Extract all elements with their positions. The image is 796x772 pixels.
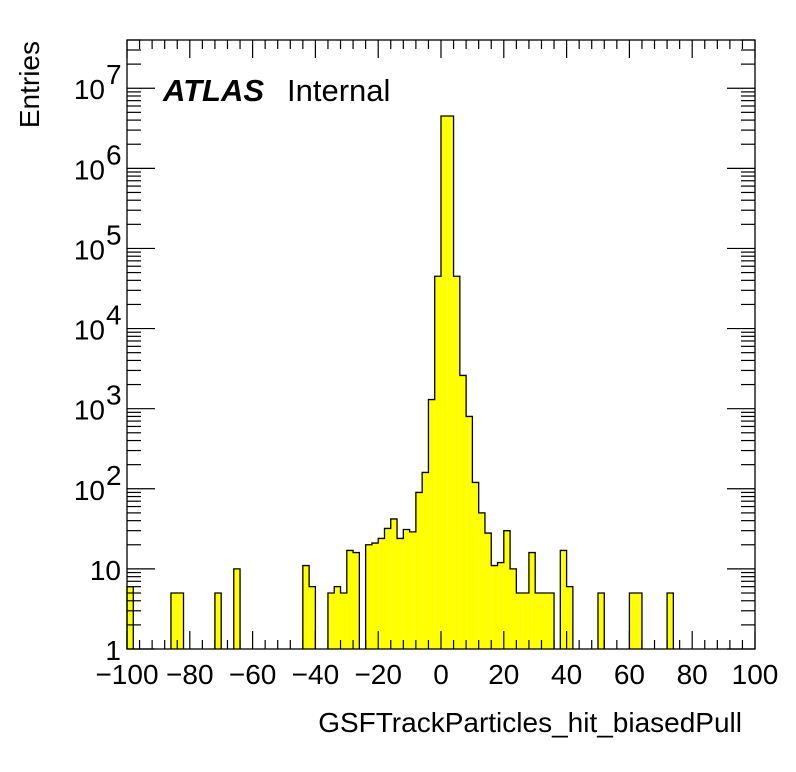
histogram-bin-fill [547, 593, 555, 649]
histogram-bin-fill [528, 552, 536, 649]
histogram-bin-fill [334, 586, 341, 649]
x-tick-label: −20 [354, 659, 402, 690]
y-tick-label: 10 [74, 154, 105, 185]
x-tick-labels: −100 −80 −60 −40 −20 0 20 40 60 80 100 [95, 659, 778, 690]
x-axis-ticks [126, 40, 756, 649]
histogram-bin-fill [503, 530, 511, 649]
histogram-bin-fill [415, 492, 423, 649]
x-tick-label: 100 [732, 659, 779, 690]
histogram-bin-outline [214, 592, 222, 649]
histogram-bin-outline [628, 592, 643, 649]
histogram-bin-fill [390, 518, 398, 649]
histogram-bin-fill [598, 593, 605, 649]
histogram-bin-fill [453, 276, 460, 649]
y-tick-label: 10 [90, 555, 121, 586]
histogram-bin-fill [422, 472, 429, 649]
histogram-bin-fill [233, 568, 241, 649]
histogram-bin-outline [170, 592, 185, 649]
histogram-bin-fill [541, 593, 548, 649]
y-tick-label: 10 [74, 395, 105, 426]
histogram-bin-fill [403, 529, 410, 649]
y-tick-exponent: 5 [106, 219, 122, 250]
histogram-bin-outline [364, 115, 555, 649]
histogram-bin-fill [459, 375, 467, 649]
y-tick-exponent: 4 [106, 300, 122, 331]
x-tick-label: 20 [488, 659, 519, 690]
y-tick-label: 10 [74, 234, 105, 265]
histogram-bin-fill [378, 538, 385, 649]
atlas-label: ATLAS [162, 73, 264, 108]
histogram-bin-fill [510, 568, 517, 649]
x-tick-label: −60 [229, 659, 277, 690]
histogram-bin-fill [428, 399, 435, 649]
y-axis-ticks [127, 39, 755, 650]
histogram-bin-fill [497, 562, 504, 649]
histogram-bin-fill [522, 593, 529, 649]
y-tick-exponent: 3 [106, 380, 122, 411]
histogram-bin-fill [478, 512, 485, 649]
histogram-bin-outline [327, 549, 361, 649]
histogram-bin-outline [597, 592, 605, 649]
histogram-bin-outline [233, 568, 241, 649]
histogram-bin-fill [484, 533, 492, 649]
histogram-bin-outline [666, 592, 675, 649]
histogram-bin-fill [434, 276, 441, 649]
y-tick-label: 10 [74, 315, 105, 346]
histogram-bin-fill [365, 544, 372, 649]
histogram-bin-fill [170, 593, 178, 649]
y-tick-label: 10 [74, 475, 105, 506]
x-tick-label: 80 [677, 659, 708, 690]
x-tick-label: 40 [551, 659, 582, 690]
histogram-bin-fill [491, 565, 498, 649]
histogram-bin-fill [302, 565, 310, 649]
histogram-bin-fill [384, 528, 391, 649]
x-tick-label: −100 [95, 659, 158, 690]
histogram-bin-outline [302, 564, 317, 649]
histogram-bin-fill [472, 482, 479, 649]
histogram-bin-fill [566, 586, 573, 649]
x-tick-label: −40 [292, 659, 340, 690]
histogram-bin-fill [516, 593, 523, 649]
histogram-bin-fill [127, 586, 134, 649]
x-tick-label: 60 [614, 659, 645, 690]
histogram-bin-fill [441, 116, 448, 650]
y-tick-label: 10 [74, 74, 105, 105]
histogram-bin-fill [466, 416, 473, 649]
y-tick-exponent: 6 [106, 139, 122, 170]
atlas-internal-label: Internal [287, 73, 390, 108]
histogram-bin-fill [409, 531, 416, 649]
histogram-bin-fill [535, 593, 542, 649]
histogram-bin-fill [177, 593, 184, 649]
histogram-bin-fill [635, 593, 642, 649]
histogram-bin-fill [353, 552, 360, 649]
y-tick-label: 1 [105, 635, 121, 666]
histogram-bin-fill [397, 538, 404, 649]
y-axis-title: Entries [14, 41, 45, 128]
histogram-bin-fill [667, 593, 674, 649]
y-tick-exponent: 2 [106, 460, 122, 491]
histogram-bin-fill [371, 543, 379, 649]
histogram-bin-fill [309, 586, 316, 649]
histogram-bars [126, 115, 675, 650]
histogram-bin-fill [327, 593, 335, 649]
x-tick-label: 0 [433, 659, 449, 690]
histogram-bin-fill [346, 550, 354, 649]
y-tick-exponent: 7 [106, 59, 122, 90]
histogram-bin-outline [559, 549, 574, 649]
histogram-bin-fill [629, 593, 636, 649]
x-tick-label: −80 [166, 659, 214, 690]
histogram-bin-fill [214, 593, 222, 649]
histogram-bin-fill [447, 116, 454, 650]
histogram-bin-fill [560, 550, 567, 649]
histogram-bin-fill [340, 593, 347, 649]
x-axis-title: GSFTrackParticles_hit_biasedPull [318, 707, 742, 738]
